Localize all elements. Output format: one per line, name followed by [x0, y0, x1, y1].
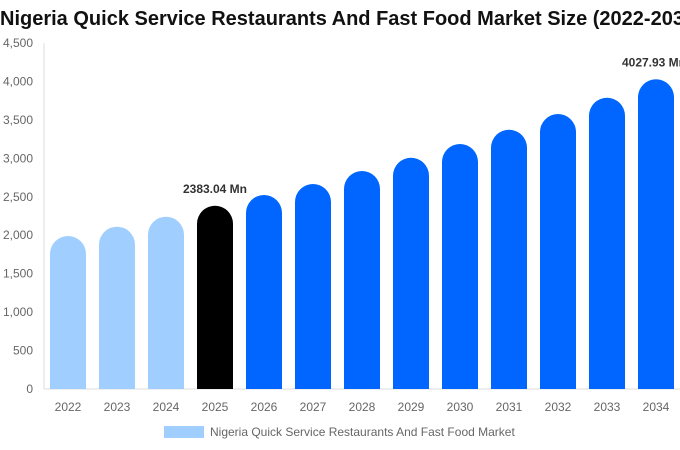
y-tick-label: 1,500 [3, 267, 33, 281]
bar-2033 [589, 97, 625, 390]
legend-label: Nigeria Quick Service Restaurants And Fa… [210, 425, 515, 439]
x-tick-label: 2024 [153, 400, 180, 414]
x-tick-label: 2022 [55, 400, 82, 414]
x-tick-label: 2025 [202, 400, 229, 414]
bar-2026 [246, 195, 282, 389]
data-label-2034: 4027.93 Mn [622, 55, 680, 69]
x-tick-label: 2030 [447, 400, 474, 414]
x-tick-label: 2034 [643, 400, 670, 414]
bar-2034 [638, 79, 674, 389]
bar-2023 [99, 226, 135, 389]
bar-2022 [50, 235, 86, 389]
x-tick-label: 2028 [349, 400, 376, 414]
y-tick-label: 2,000 [3, 228, 33, 242]
x-tick-label: 2033 [594, 400, 621, 414]
x-tick-label: 2032 [545, 400, 572, 414]
chart-title: Nigeria Quick Service Restaurants And Fa… [0, 8, 680, 30]
bar-2028 [344, 171, 380, 389]
bar-2032 [540, 114, 576, 389]
y-tick-label: 0 [26, 382, 33, 396]
bar-2029 [393, 157, 429, 389]
y-tick-label: 4,500 [3, 36, 33, 50]
bar-2024 [148, 216, 184, 389]
y-tick-label: 3,000 [3, 151, 33, 165]
legend-swatch [164, 426, 204, 438]
data-label-2025: 2383.04 Mn [183, 182, 247, 196]
y-tick-label: 4,000 [3, 74, 33, 88]
bar-2031 [491, 129, 527, 390]
x-tick-label: 2031 [496, 400, 523, 414]
bar-2025 [197, 205, 233, 389]
x-tick-label: 2026 [251, 400, 278, 414]
bar-2030 [442, 144, 478, 389]
y-tick-label: 3,500 [3, 113, 33, 127]
bar-2027 [295, 184, 331, 389]
y-tick-label: 500 [13, 344, 33, 358]
y-tick-label: 2,500 [3, 190, 33, 204]
x-tick-label: 2027 [300, 400, 327, 414]
y-tick-label: 1,000 [3, 305, 33, 319]
legend: Nigeria Quick Service Restaurants And Fa… [164, 425, 515, 439]
x-tick-label: 2029 [398, 400, 425, 414]
x-tick-label: 2023 [104, 400, 131, 414]
